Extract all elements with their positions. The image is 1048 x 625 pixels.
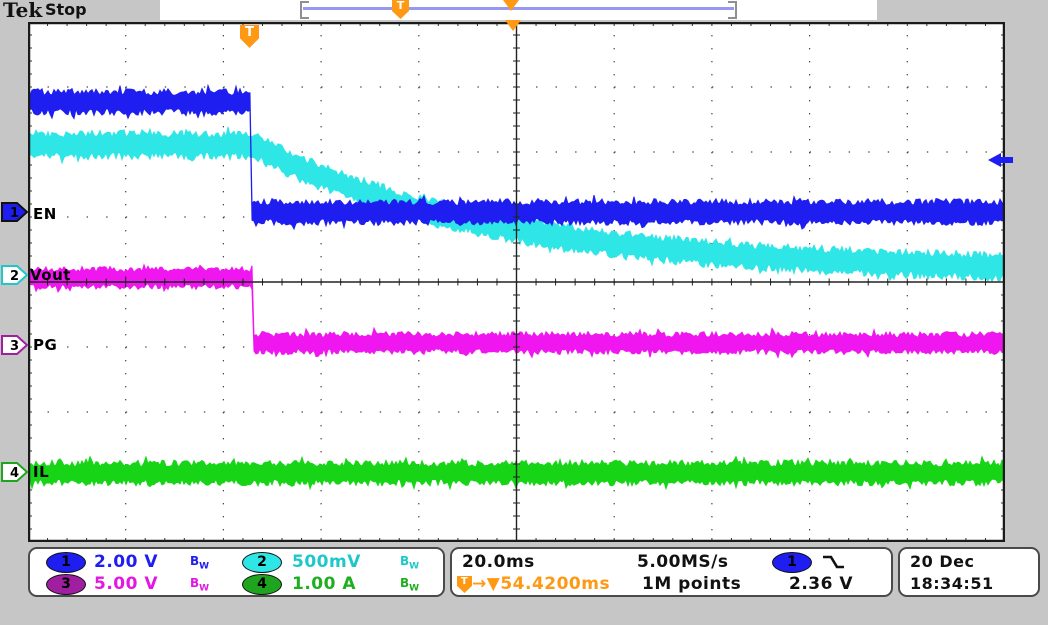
bw-w: W	[199, 583, 210, 594]
trigger-position-icon: T	[392, 0, 409, 19]
bw-b: B	[190, 576, 200, 590]
sample-rate: 5.00MS/s	[637, 552, 729, 572]
trigger-level: 2.36 V	[789, 574, 854, 594]
acquisition-status: Stop	[45, 0, 87, 19]
trigger-position-triangle-icon	[505, 20, 521, 31]
ch2-bandwidth-limit-icon: BW	[400, 554, 419, 571]
trigger-point-icon: T	[240, 25, 259, 48]
timebase-trigger-readout-box[interactable]: 20.0ms 5.00MS/s 1 T →▼54.4200ms 1M points…	[450, 547, 893, 597]
channel-marker-2[interactable]: 2	[1, 265, 29, 285]
svg-text:2: 2	[10, 269, 19, 284]
date-readout: 20 Dec	[910, 552, 975, 571]
channel-readout-box[interactable]: 1 2.00 V BW 2 500mV BW 3 5.00 V BW 4 1.0…	[28, 547, 445, 597]
trigger-level-arrow-icon[interactable]	[988, 151, 1014, 169]
ch2-badge[interactable]: 2	[242, 552, 282, 573]
ch1-bandwidth-limit-icon: BW	[190, 554, 209, 571]
ch4-scale: 1.00 A	[292, 574, 357, 594]
trace-label-vout: Vout	[30, 266, 71, 284]
timebase-scale: 20.0ms	[462, 552, 535, 572]
bw-b: B	[190, 554, 200, 568]
ch4-bandwidth-limit-icon: BW	[400, 576, 419, 593]
trigger-t-icon: T	[457, 576, 472, 593]
record-view-left-bracket	[300, 1, 309, 19]
trigger-position-readout: T →▼54.4200ms	[457, 574, 610, 594]
ch3-scale: 5.00 V	[94, 574, 159, 594]
svg-text:4: 4	[10, 466, 19, 481]
graticule-area	[27, 21, 1006, 543]
expansion-point-icon	[503, 0, 519, 11]
triangle-down-glyph: ▼	[486, 574, 501, 594]
ch1-badge[interactable]: 1	[46, 552, 86, 573]
arrow-right-glyph: →	[472, 574, 487, 594]
svg-text:3: 3	[10, 339, 19, 354]
ch2-scale: 500mV	[292, 552, 361, 572]
svg-text:1: 1	[10, 206, 19, 221]
channel-marker-4[interactable]: 4	[1, 462, 29, 482]
bw-b: B	[400, 576, 410, 590]
bw-w: W	[409, 583, 420, 594]
trace-label-en: EN	[33, 205, 57, 223]
channel-marker-3[interactable]: 3	[1, 335, 29, 355]
bw-w: W	[199, 561, 210, 572]
channel-marker-1[interactable]: 1	[1, 202, 29, 222]
trigger-source-badge[interactable]: 1	[772, 552, 812, 573]
trigger-position-value: 54.4200ms	[500, 574, 611, 594]
record-view-right-bracket	[728, 1, 737, 19]
record-length: 1M points	[642, 574, 742, 594]
time-readout: 18:34:51	[910, 574, 994, 593]
falling-edge-trigger-icon	[823, 555, 844, 569]
datetime-box: 20 Dec 18:34:51	[898, 547, 1040, 597]
bw-b: B	[400, 554, 410, 568]
ch3-badge[interactable]: 3	[46, 574, 86, 595]
ch1-scale: 2.00 V	[94, 552, 159, 572]
bw-w: W	[409, 561, 420, 572]
trace-label-pg: PG	[33, 336, 58, 354]
ch4-badge[interactable]: 4	[242, 574, 282, 595]
trace-label-il: IL	[33, 463, 50, 481]
record-view-bar[interactable]: T	[300, 0, 737, 19]
ch3-bandwidth-limit-icon: BW	[190, 576, 209, 593]
tek-logo: Tek	[3, 0, 43, 22]
waveform-display	[27, 21, 1006, 543]
